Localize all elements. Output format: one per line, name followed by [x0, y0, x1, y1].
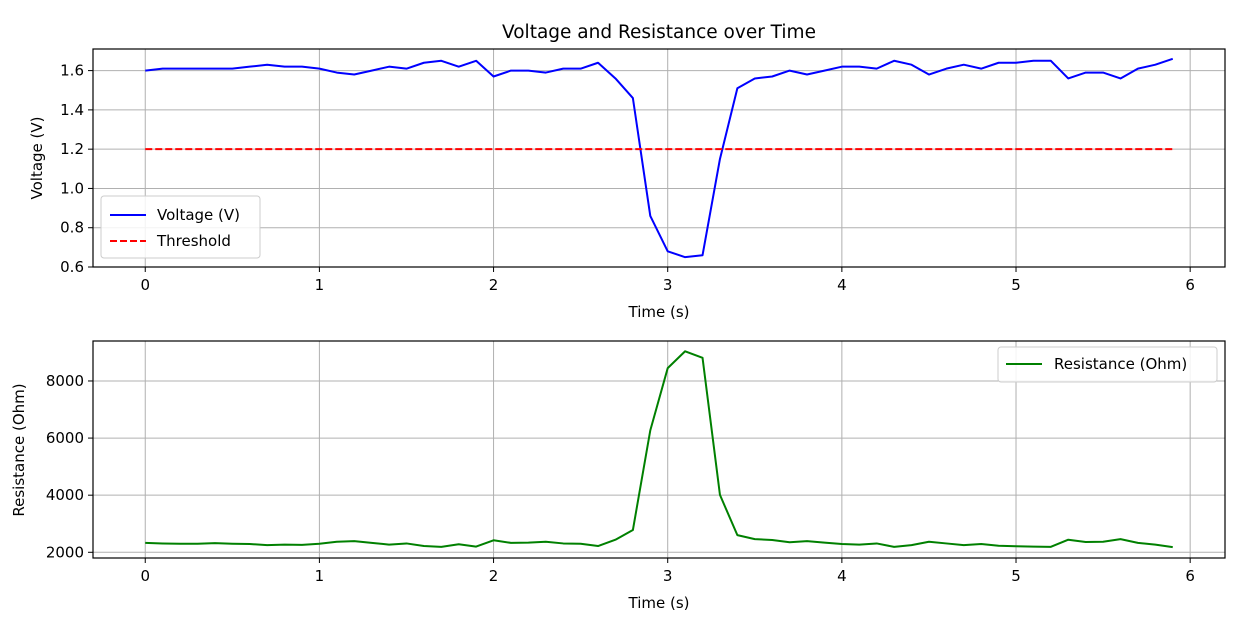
y-tick-label: 0.8	[60, 219, 84, 237]
legend-label-resistance: Resistance (Ohm)	[1054, 355, 1187, 373]
y-tick-label: 4000	[46, 486, 84, 504]
chart-title: Voltage and Resistance over Time	[502, 22, 816, 43]
x-tick-label: 4	[837, 567, 847, 585]
legend-box	[100, 195, 261, 259]
resistance-chart: 0 1 2 3 4 5 6 2000 4000 6000 8000 Time (s) Resista…	[10, 340, 1226, 612]
x-tick-label: 2	[489, 567, 499, 585]
resistance-chart-frame	[92, 340, 1226, 559]
resistance-chart-ticks: 0 1 2 3 4 5 6 2000 4000 6000 8000	[46, 372, 1195, 585]
y-tick-label: 1.2	[60, 140, 84, 158]
x-tick-label: 0	[140, 567, 150, 585]
legend-label-threshold: Threshold	[156, 232, 231, 250]
x-tick-label: 1	[315, 567, 325, 585]
x-tick-label: 6	[1185, 567, 1195, 585]
y-tick-label: 0.6	[60, 258, 84, 276]
voltage-chart-legend: Voltage (V) Threshold	[100, 195, 261, 259]
x-tick-label: 3	[663, 567, 673, 585]
x-tick-label: 2	[489, 276, 499, 294]
x-tick-label: 5	[1011, 567, 1021, 585]
series-line-voltage-v	[145, 57, 1174, 259]
series-line-resistance-ohm	[145, 350, 1173, 549]
voltage-chart: Voltage and Resistance over Time 0 1 2 3 4 5 6…	[28, 22, 1226, 321]
x-tick-label: 5	[1011, 276, 1021, 294]
voltage-chart-frame	[92, 48, 1226, 268]
resistance-chart-y-axis-label: Resistance (Ohm)	[10, 383, 28, 516]
y-tick-label: 8000	[46, 372, 84, 390]
voltage-chart-y-axis-label: Voltage (V)	[28, 117, 46, 200]
x-tick-label: 6	[1185, 276, 1195, 294]
y-tick-label: 1.6	[60, 62, 84, 80]
y-tick-label: 6000	[46, 429, 84, 447]
legend-label-voltage: Voltage (V)	[157, 206, 240, 224]
y-tick-label: 1.0	[60, 179, 84, 197]
x-tick-label: 1	[315, 276, 325, 294]
resistance-chart-x-axis-label: Time (s)	[628, 594, 690, 612]
voltage-chart-series	[145, 57, 1174, 259]
legend-box	[997, 346, 1218, 383]
x-tick-label: 3	[663, 276, 673, 294]
y-tick-label: 1.4	[60, 101, 84, 119]
resistance-chart-legend: Resistance (Ohm)	[997, 346, 1218, 383]
voltage-chart-x-axis-label: Time (s)	[628, 303, 690, 321]
y-tick-label: 2000	[46, 543, 84, 561]
resistance-chart-series	[145, 350, 1173, 549]
voltage-chart-ticks: 0 1 2 3 4 5 6 0.6 0.8 1.0 1.2 1.4 1.6	[60, 62, 1195, 294]
x-tick-label: 4	[837, 276, 847, 294]
x-tick-label: 0	[140, 276, 150, 294]
